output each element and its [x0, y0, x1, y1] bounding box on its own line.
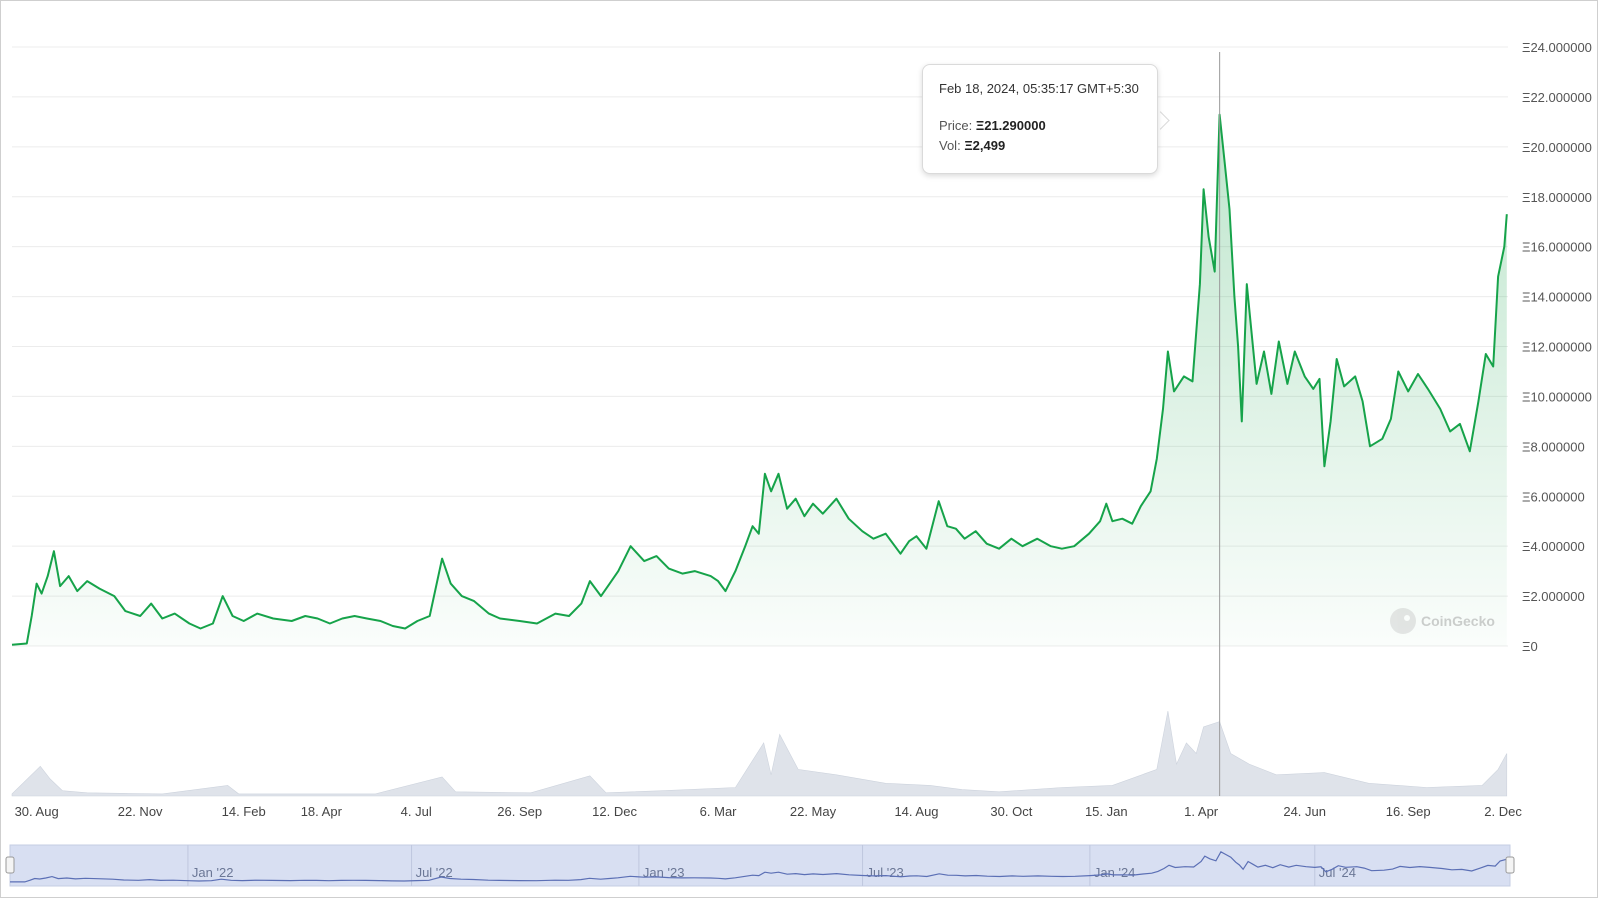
navigator-tick-label: Jan '23 [643, 865, 685, 880]
x-tick-label: 24. Jun [1283, 804, 1326, 819]
tooltip-price-value: Ξ21.290000 [975, 118, 1046, 133]
price-series [11, 113, 1508, 647]
price-area [12, 114, 1507, 647]
navigator-tick-label: Jan '22 [192, 865, 234, 880]
x-tick-label: 30. Aug [15, 804, 59, 819]
y-tick-label: Ξ24.000000 [1522, 40, 1592, 55]
y-tick-label: Ξ16.000000 [1522, 240, 1592, 255]
y-tick-label: Ξ6.000000 [1522, 489, 1585, 504]
x-tick-label: 2. Dec [1484, 804, 1522, 819]
navigator-tick-label: Jul '23 [867, 865, 904, 880]
y-tick-label: Ξ4.000000 [1522, 539, 1585, 554]
x-tick-label: 6. Mar [700, 804, 738, 819]
range-navigator[interactable]: Jan '22 Jul '22 Jan '23 Jul '23 Jan '24 Jul '… [5, 844, 1515, 887]
x-tick-label: 22. May [790, 804, 837, 819]
x-tick-label: 22. Nov [118, 804, 163, 819]
tooltip-date: Feb 18, 2024, 05:35:17 GMT+5:30 [939, 81, 1139, 96]
navigator-series-line [10, 850, 1510, 883]
x-tick-label: 14. Aug [894, 804, 938, 819]
y-tick-label: Ξ12.000000 [1522, 340, 1592, 355]
y-tick-label: Ξ20.000000 [1522, 140, 1592, 155]
y-tick-label: Ξ10.000000 [1522, 389, 1592, 404]
y-tick-label: Ξ22.000000 [1522, 90, 1592, 105]
x-tick-label: 4. Jul [401, 804, 432, 819]
coingecko-watermark: CoinGecko [1390, 608, 1495, 634]
y-axis: Ξ0 Ξ2.000000 Ξ4.000000 Ξ6.000000 Ξ8.000000 Ξ1… [1522, 40, 1592, 654]
y-tick-label: Ξ2.000000 [1522, 589, 1585, 604]
tooltip-vol-row: Vol: Ξ2,499 [939, 136, 1141, 156]
x-tick-label: 26. Sep [497, 804, 542, 819]
tooltip-vol-label: Vol: [939, 138, 961, 153]
x-axis: 30. Aug 22. Nov 14. Feb 18. Apr 4. Jul 26. Se… [15, 804, 1523, 819]
navigator-tick-label: Jan '24 [1094, 865, 1136, 880]
price-line [11, 113, 1508, 646]
volume-bars [11, 710, 1508, 797]
coingecko-logo-icon [1390, 608, 1416, 634]
y-tick-label: Ξ8.000000 [1522, 439, 1585, 454]
navigator-tick-label: Jul '24 [1319, 865, 1356, 880]
navigator-right-handle[interactable] [1505, 856, 1515, 874]
y-tick-label: Ξ14.000000 [1522, 290, 1592, 305]
navigator-left-handle[interactable] [5, 856, 15, 874]
x-tick-label: 16. Sep [1386, 804, 1431, 819]
x-tick-label: 14. Feb [222, 804, 266, 819]
x-tick-label: 12. Dec [592, 804, 637, 819]
x-tick-label: 15. Jan [1085, 804, 1128, 819]
watermark-text: CoinGecko [1421, 613, 1495, 629]
y-tick-label: Ξ0 [1522, 639, 1538, 654]
x-tick-label: 30. Oct [990, 804, 1032, 819]
tooltip-vol-value: Ξ2,499 [964, 138, 1006, 153]
tooltip-price-row: Price: Ξ21.290000 [939, 116, 1141, 136]
volume-area [11, 710, 1508, 797]
navigator-tick-label: Jul '22 [416, 865, 453, 880]
price-tooltip: Feb 18, 2024, 05:35:17 GMT+5:30 Price: Ξ… [922, 64, 1158, 174]
navigator-selection[interactable] [9, 844, 1511, 887]
tooltip-price-label: Price: [939, 118, 973, 133]
x-tick-label: 18. Apr [301, 804, 343, 819]
x-tick-label: 1. Apr [1184, 804, 1219, 819]
y-tick-label: Ξ18.000000 [1522, 190, 1592, 205]
